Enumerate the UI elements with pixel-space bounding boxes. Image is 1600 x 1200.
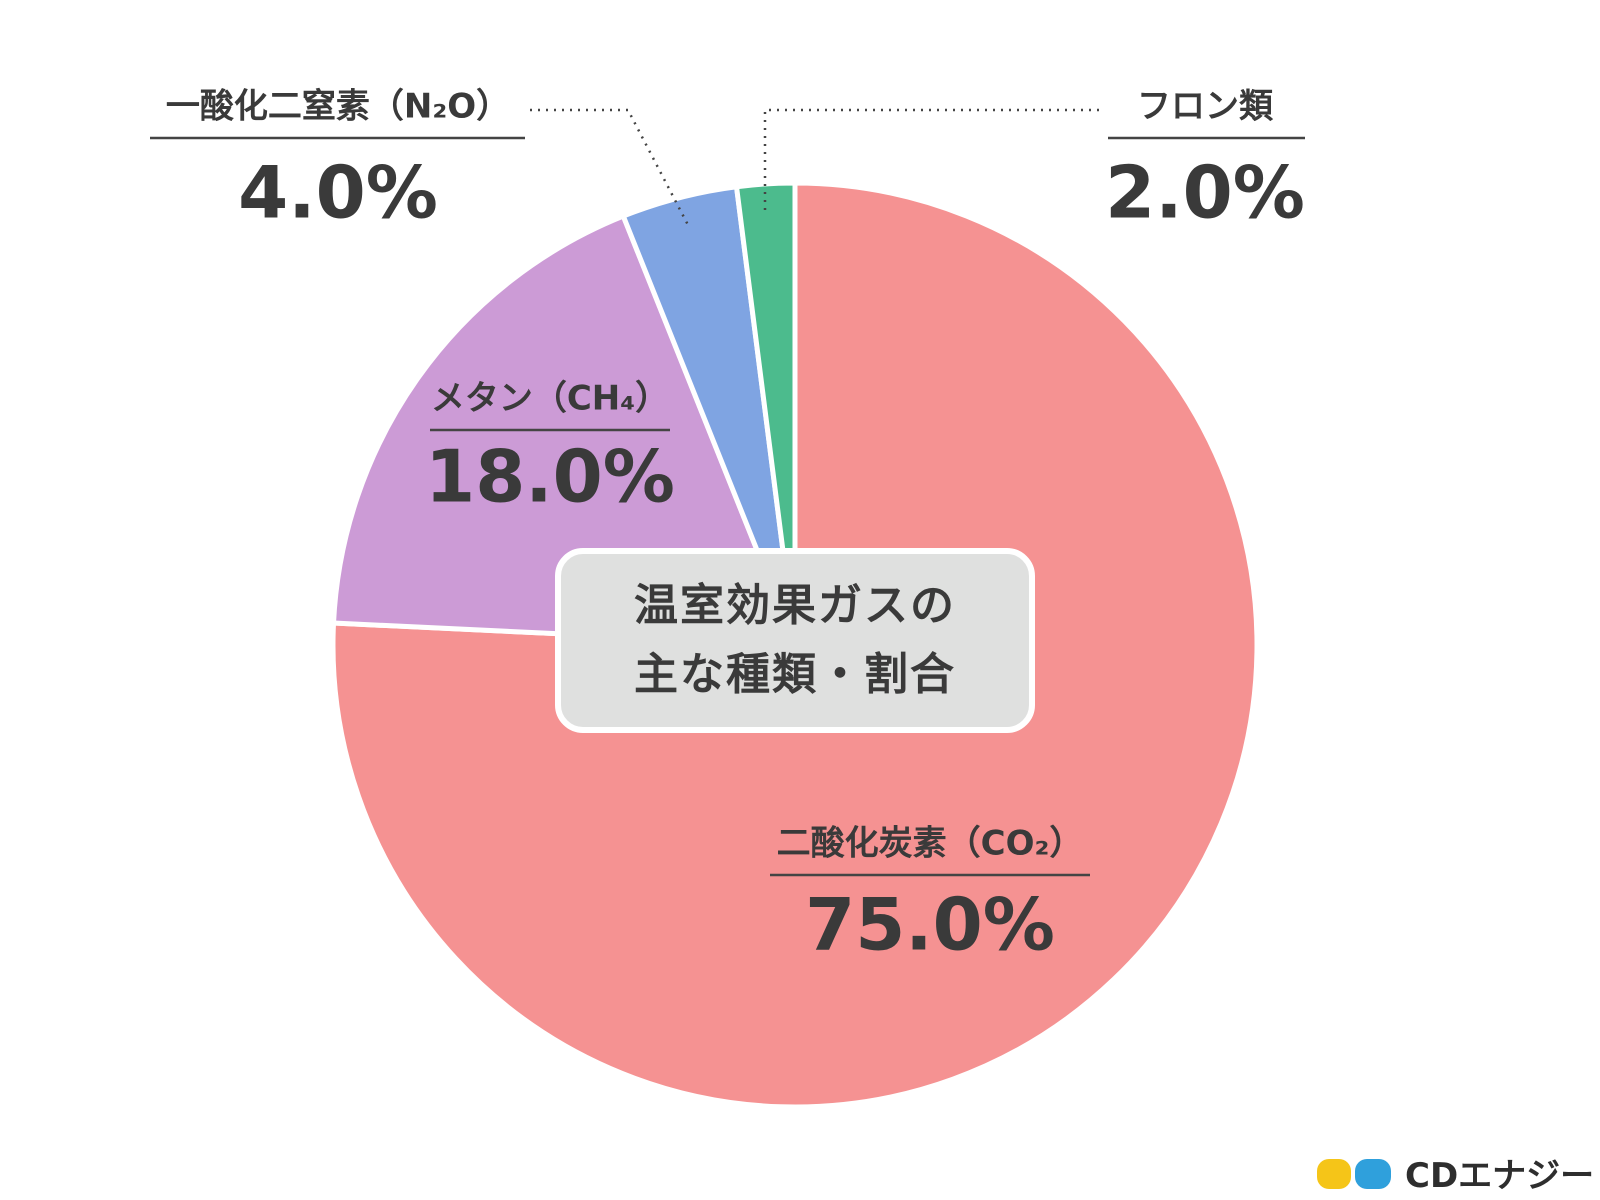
leader-line [530, 108, 690, 226]
value-label: 2.0% [1105, 151, 1305, 235]
logo: CDエナジー [1315, 1148, 1594, 1197]
category-label: メタン（CH₄） [431, 379, 669, 419]
leader-line [763, 108, 1100, 210]
title-box: 温室効果ガスの主な種類・割合 [555, 548, 1035, 733]
logo-icon [1317, 1158, 1391, 1189]
pie-slice [734, 180, 798, 648]
value-label: 18.0% [425, 435, 675, 519]
logo-text: CDエナジー [1405, 1156, 1595, 1196]
labels: 二酸化炭素（CO₂） 75.0% メタン（CH₄） 18.0% 一酸化二窒素（N₂O） 4… [150, 87, 1305, 967]
value-label: 4.0% [238, 151, 438, 235]
category-label: 一酸化二窒素（N₂O） [166, 87, 510, 127]
chart-title: 温室効果ガスの主な種類・割合 [634, 580, 956, 700]
value-label: 75.0% [805, 883, 1055, 967]
category-label: 二酸化炭素（CO₂） [777, 824, 1084, 864]
category-label: フロン類 [1137, 87, 1274, 127]
